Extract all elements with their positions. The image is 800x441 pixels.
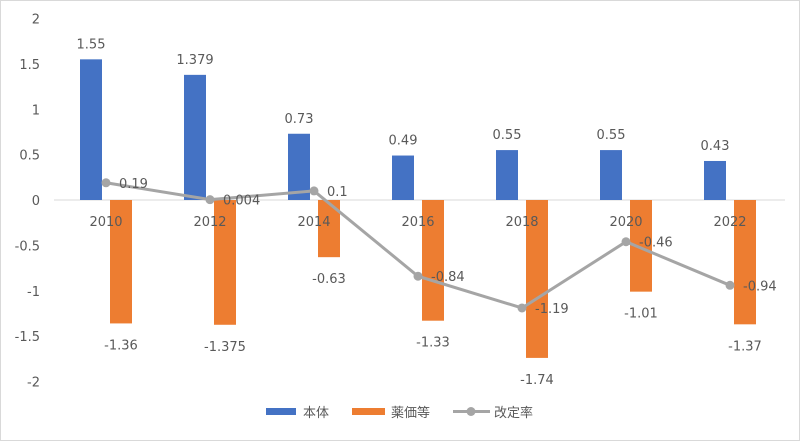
x-tick-label: 2012 (193, 215, 226, 230)
data-label-kaiteiritsu: -0.94 (743, 279, 777, 294)
bar-yakka (422, 200, 444, 321)
bar-honntai (704, 160, 726, 200)
data-label-kaiteiritsu: 0.004 (223, 194, 260, 209)
bar-yakka (630, 200, 652, 292)
data-label-kaiteiritsu: -1.19 (535, 302, 569, 317)
line-point (205, 195, 215, 205)
legend-swatch-yakka (352, 408, 385, 415)
y-tick-label: 1 (32, 103, 40, 118)
line-point (309, 186, 319, 196)
data-label-yakka: -0.63 (312, 272, 346, 287)
legend-label: 本体 (303, 406, 329, 421)
legend-label: 薬価等 (391, 405, 430, 421)
y-tick-label: -1 (27, 285, 40, 300)
bar-honntai (600, 150, 622, 200)
y-tick-label: 0 (32, 194, 40, 209)
data-label-honntai: 0.55 (493, 128, 522, 143)
y-tick-label: 2 (32, 13, 40, 28)
data-label-yakka: -1.33 (416, 336, 450, 351)
data-label-yakka: -1.74 (520, 373, 554, 388)
legend-swatch-honntai (266, 408, 296, 415)
data-label-kaiteiritsu: -0.46 (639, 236, 673, 251)
data-label-honntai: 0.43 (701, 139, 730, 154)
x-tick-label: 2014 (297, 215, 330, 230)
bar-honntai (496, 150, 518, 200)
data-label-kaiteiritsu: 0.1 (327, 185, 348, 200)
y-tick-label: -0.5 (15, 239, 40, 254)
y-tick-label: 0.5 (19, 149, 40, 164)
bar-yakka (734, 200, 756, 325)
y-tick-label: -1.5 (15, 330, 40, 345)
bar-honntai (392, 155, 414, 200)
bar-honntai (184, 74, 206, 200)
line-point (101, 178, 111, 188)
bar-honntai (80, 59, 102, 201)
bar-yakka (318, 200, 340, 258)
data-label-yakka: -1.36 (104, 338, 138, 353)
line-point (725, 280, 735, 290)
x-tick-label: 2010 (89, 215, 122, 230)
y-tick-label: 1.5 (19, 58, 40, 73)
data-label-kaiteiritsu: -0.84 (431, 270, 465, 285)
line-point (413, 271, 423, 281)
x-tick-label: 2018 (505, 215, 538, 230)
x-tick-label: 2020 (609, 215, 642, 230)
data-label-honntai: 1.55 (77, 37, 106, 52)
data-label-yakka: -1.01 (624, 307, 658, 322)
data-label-honntai: 0.49 (389, 134, 418, 149)
bar-yakka (110, 200, 132, 324)
line-point (517, 303, 527, 313)
legend-label: 改定率 (494, 405, 533, 421)
bar-yakka (526, 200, 548, 358)
y-tick-label: -2 (27, 376, 40, 391)
data-label-honntai: 1.379 (176, 53, 213, 68)
data-label-yakka: -1.37 (728, 339, 762, 354)
bar-yakka (214, 200, 236, 325)
data-label-kaiteiritsu: 0.19 (119, 177, 148, 192)
data-label-yakka: -1.375 (204, 340, 246, 355)
x-tick-label: 2016 (401, 215, 434, 230)
line-point (621, 237, 631, 247)
bar-honntai (288, 133, 310, 200)
data-label-honntai: 0.73 (285, 112, 314, 127)
legend: 本体 薬価等 改定率 (266, 405, 533, 421)
x-tick-label: 2022 (713, 215, 746, 230)
data-label-honntai: 0.55 (597, 128, 626, 143)
legend-marker (466, 407, 476, 416)
